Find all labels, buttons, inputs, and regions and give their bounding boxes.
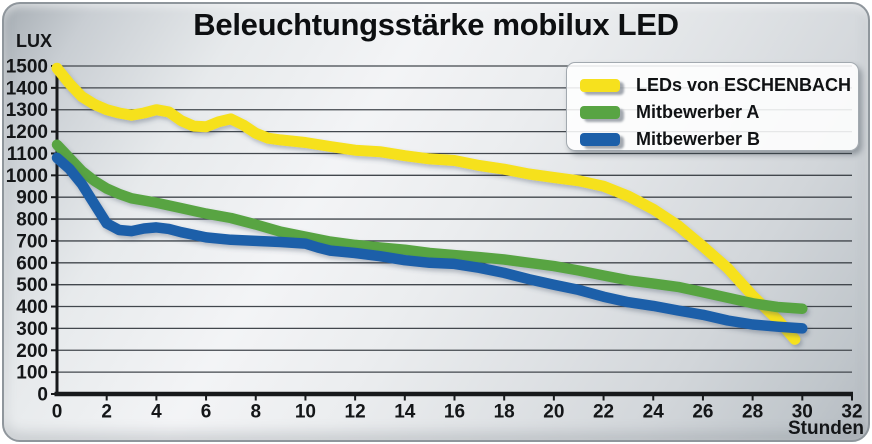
legend-label: LEDs von ESCHENBACH [636, 75, 852, 95]
x-tick-label: 20 [543, 402, 564, 423]
legend: LEDs von ESCHENBACH Mitbewerber A Mitbew… [566, 62, 859, 151]
legend-swatch-eschenbach-led [580, 78, 620, 92]
chart-title: Beleuchtungsstärke mobilux LED [193, 7, 679, 42]
y-tick-label: 500 [16, 275, 48, 296]
x-tick-label: 2 [101, 402, 112, 423]
y-tick-label: 1000 [6, 166, 48, 187]
legend-label: Mitbewerber A [636, 102, 760, 122]
x-tick-label: 30 [792, 402, 813, 423]
x-axis-unit-label: Stunden [788, 418, 864, 439]
x-tick-label: 28 [742, 402, 763, 423]
x-tick-label: 8 [250, 402, 261, 423]
legend-item-mitbewerber-a: Mitbewerber A [580, 99, 858, 125]
y-tick-label: 900 [16, 188, 48, 209]
x-tick-label: 22 [593, 402, 614, 423]
legend-label: Mitbewerber B [636, 129, 761, 149]
legend-swatch-mitbewerber-a [580, 105, 620, 119]
y-tick-label: 1100 [7, 144, 48, 165]
y-tick-label: 400 [16, 297, 48, 318]
x-tick-label: 24 [643, 402, 665, 423]
legend-item-eschenbach-led: LEDs von ESCHENBACH [580, 72, 858, 98]
y-tick-label: 300 [16, 319, 48, 340]
y-axis-unit-label: LUX [16, 31, 52, 51]
y-tick-label: 700 [16, 231, 48, 252]
x-tick-label: 14 [394, 402, 416, 423]
x-tick-label: 12 [345, 402, 366, 423]
legend-swatch-mitbewerber-b [580, 132, 620, 146]
series-line-mitbewerber-a [51, 139, 808, 314]
y-tick-label: 0 [37, 385, 48, 406]
y-tick-label: 1500 [6, 57, 48, 78]
series-line-mitbewerber-b [51, 152, 808, 334]
x-tick-label: 6 [201, 402, 212, 423]
series-line-leds-von-eschenbach [51, 62, 801, 345]
y-tick-label: 100 [16, 363, 48, 384]
x-tick-label: 0 [52, 402, 63, 423]
x-tick-label: 4 [151, 402, 162, 423]
x-tick-label: 10 [295, 402, 316, 423]
y-tick-label: 600 [16, 253, 48, 274]
x-tick-label: 18 [494, 402, 515, 423]
y-tick-label: 1400 [6, 78, 48, 99]
x-tick-label: 16 [444, 402, 465, 423]
x-tick-label: 26 [692, 402, 713, 423]
y-tick-label: 1200 [6, 122, 48, 143]
y-tick-label: 1300 [6, 100, 48, 121]
y-tick-label: 800 [16, 210, 48, 231]
y-tick-label: 200 [16, 341, 48, 362]
x-tick-label: 32 [841, 402, 862, 423]
legend-item-mitbewerber-b: Mitbewerber B [580, 126, 858, 152]
